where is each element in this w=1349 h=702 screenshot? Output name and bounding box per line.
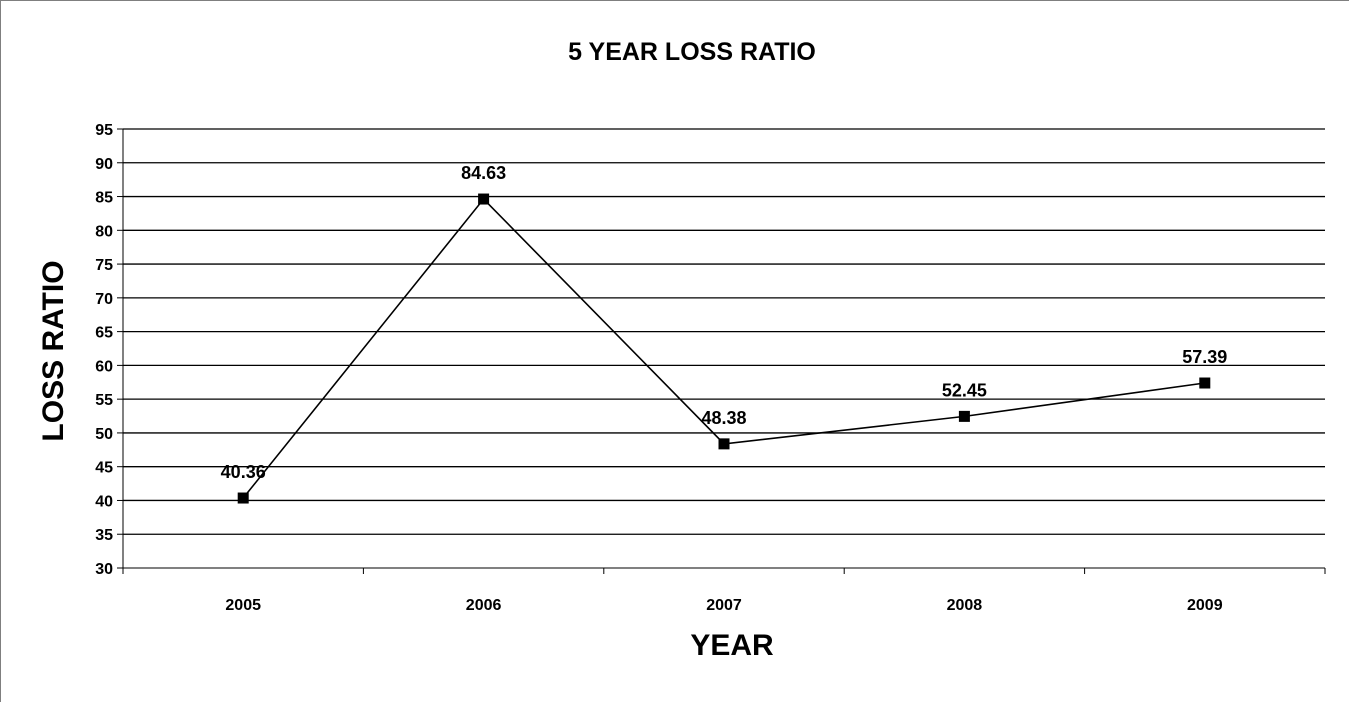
markers xyxy=(237,193,1211,504)
data-point xyxy=(1199,377,1211,389)
data-label: 52.45 xyxy=(942,380,987,400)
y-axis-title: LOSS RATIO xyxy=(37,260,70,441)
data-point xyxy=(237,492,249,504)
y-tick-label: 50 xyxy=(95,426,113,443)
data-label: 84.63 xyxy=(461,163,506,183)
chart-title: 5 YEAR LOSS RATIO xyxy=(568,38,816,66)
x-tick-label: 2008 xyxy=(947,597,983,614)
y-tick-label: 55 xyxy=(95,392,113,409)
data-label: 57.39 xyxy=(1182,347,1227,367)
y-tick-label: 95 xyxy=(95,122,113,139)
series-line xyxy=(242,197,1205,499)
data-point xyxy=(478,193,490,205)
data-point xyxy=(718,438,730,450)
y-tick-label: 90 xyxy=(95,156,113,173)
y-tick-label: 80 xyxy=(95,223,113,240)
y-tick-label: 35 xyxy=(95,527,113,544)
x-tick-label: 2006 xyxy=(466,597,502,614)
x-axis-title: YEAR xyxy=(690,629,774,662)
x-tick-label: 2005 xyxy=(225,597,261,614)
y-tick-label: 85 xyxy=(95,190,113,207)
axes xyxy=(117,128,1326,574)
y-tick-label: 40 xyxy=(95,493,113,510)
data-labels: 40.36 84.63 48.38 52.45 57.39 xyxy=(221,163,1228,482)
data-label: 48.38 xyxy=(701,408,746,428)
series-line-group xyxy=(242,197,1205,499)
x-tick-label: 2007 xyxy=(706,597,742,614)
y-tick-label: 65 xyxy=(95,325,113,342)
x-tick-labels: 2005 2006 2007 2008 2009 xyxy=(225,597,1222,614)
y-tick-label: 30 xyxy=(95,561,113,578)
y-tick-label: 75 xyxy=(95,257,113,274)
y-tick-label: 60 xyxy=(95,358,113,375)
data-point xyxy=(958,410,970,422)
x-tick-label: 2009 xyxy=(1187,597,1223,614)
y-tick-label: 70 xyxy=(95,291,113,308)
y-tick-label: 45 xyxy=(95,460,113,477)
data-label: 40.36 xyxy=(221,462,266,482)
gridlines xyxy=(123,128,1325,535)
y-tick-labels: 30 35 40 45 50 55 60 65 70 75 80 85 90 95 xyxy=(95,122,113,578)
